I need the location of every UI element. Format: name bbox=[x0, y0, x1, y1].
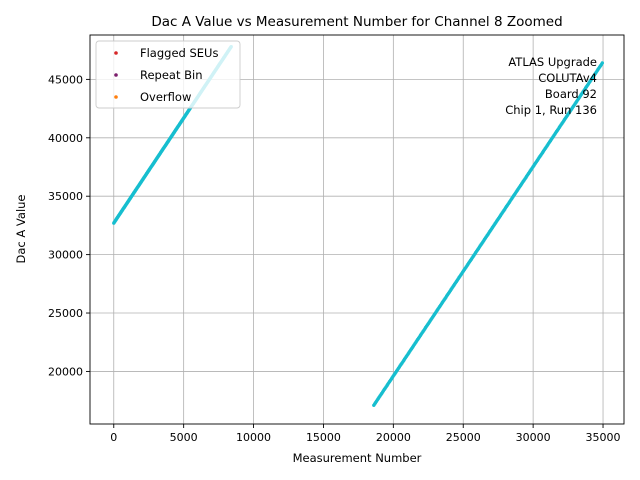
x-tick-label: 0 bbox=[110, 431, 117, 444]
legend: Flagged SEUs Repeat Bin Overflow bbox=[95, 40, 241, 109]
x-tick-label: 35000 bbox=[586, 431, 621, 444]
y-tick-label: 40000 bbox=[48, 132, 83, 145]
y-tick-label: 25000 bbox=[48, 307, 83, 320]
legend-marker-repeat-bin bbox=[114, 73, 118, 77]
y-tick-label: 20000 bbox=[48, 365, 83, 378]
legend-marker-overflow bbox=[114, 95, 118, 99]
legend-label-flagged-seus: Flagged SEUs bbox=[140, 46, 218, 60]
y-tick-label: 35000 bbox=[48, 190, 83, 203]
x-tick-label: 30000 bbox=[516, 431, 551, 444]
y-axis-ticks: 20000 25000 30000 35000 40000 45000 bbox=[48, 73, 90, 378]
plot-frame bbox=[89, 34, 625, 425]
x-axis-label: Measurement Number bbox=[293, 451, 422, 465]
legend-marker-flagged-seus bbox=[114, 51, 118, 55]
annotation-line-2: COLUTAv4 bbox=[538, 71, 597, 85]
annotation-line-3: Board 92 bbox=[545, 87, 597, 101]
data-point bbox=[600, 61, 604, 65]
x-tick-label: 10000 bbox=[236, 431, 271, 444]
x-tick-label: 15000 bbox=[306, 431, 341, 444]
y-tick-label: 45000 bbox=[48, 73, 83, 86]
y-tick-label: 30000 bbox=[48, 249, 83, 262]
annotation-line-4: Chip 1, Run 136 bbox=[505, 103, 597, 117]
run-annotation: ATLAS Upgrade COLUTAv4 Board 92 Chip 1, … bbox=[505, 55, 597, 117]
legend-label-overflow: Overflow bbox=[140, 90, 191, 104]
x-tick-label: 5000 bbox=[170, 431, 198, 444]
y-axis-label: Dac A Value bbox=[14, 195, 28, 264]
chart-title: Dac A Value vs Measurement Number for Ch… bbox=[151, 14, 562, 30]
x-tick-label: 25000 bbox=[446, 431, 481, 444]
x-axis-ticks: 0 5000 10000 15000 20000 25000 30000 35000 bbox=[110, 424, 621, 444]
legend-label-repeat-bin: Repeat Bin bbox=[140, 68, 203, 82]
grid bbox=[90, 35, 624, 424]
x-tick-label: 20000 bbox=[376, 431, 411, 444]
annotation-line-1: ATLAS Upgrade bbox=[508, 55, 597, 69]
legend-box bbox=[95, 40, 241, 109]
